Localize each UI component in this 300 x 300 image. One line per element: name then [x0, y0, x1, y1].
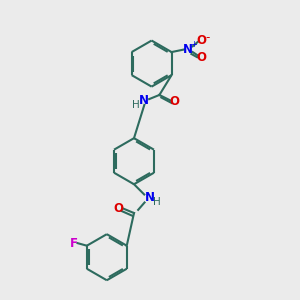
Text: H: H: [133, 100, 140, 110]
Text: O: O: [196, 34, 207, 47]
Text: N: N: [138, 94, 148, 107]
Text: N: N: [183, 43, 193, 56]
Text: O: O: [113, 202, 123, 215]
Text: +: +: [190, 40, 197, 49]
Text: F: F: [69, 237, 77, 250]
Text: O: O: [170, 95, 180, 109]
Text: O: O: [196, 51, 207, 64]
Text: N: N: [145, 191, 155, 204]
Text: -: -: [205, 31, 210, 44]
Text: H: H: [153, 196, 161, 206]
